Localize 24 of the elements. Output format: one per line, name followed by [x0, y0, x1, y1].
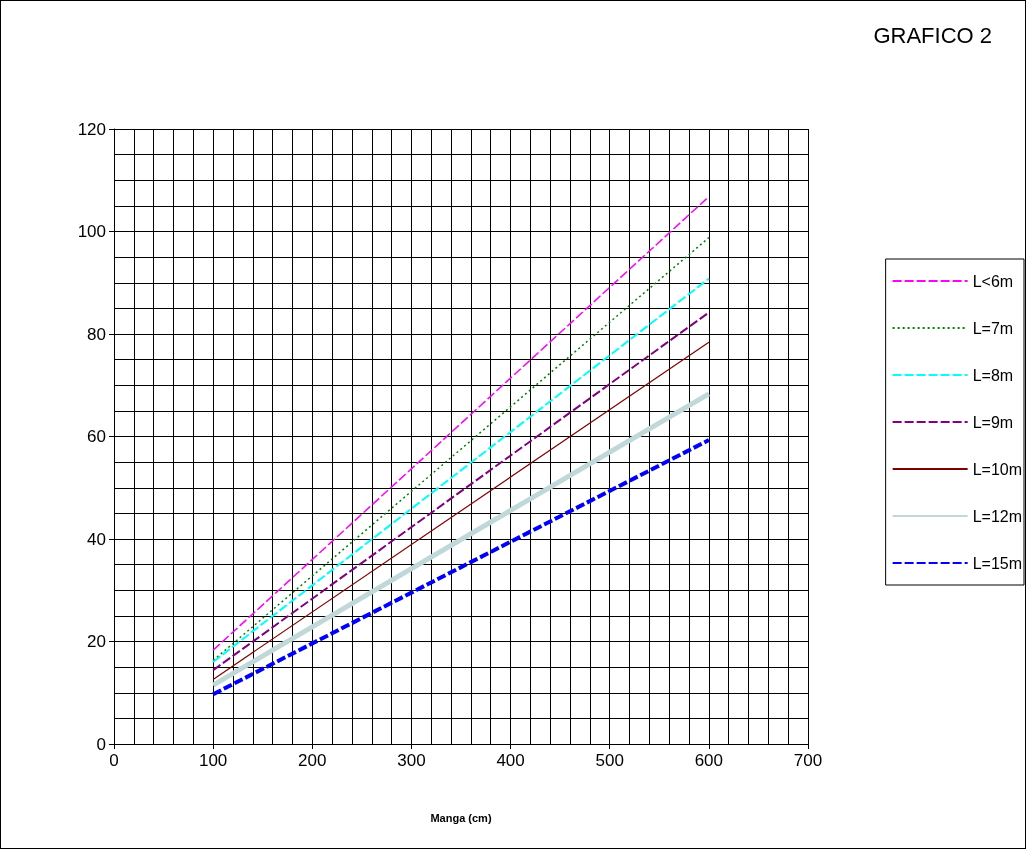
x-tick-label: 500 [595, 751, 624, 770]
x-tick-label: 0 [109, 751, 119, 770]
y-tick-label: 80 [87, 324, 106, 344]
legend-label: L=7m [972, 319, 1014, 337]
y-tick-label: 0 [96, 734, 106, 754]
text: GRAFICO 2 [873, 22, 993, 48]
legend-label: L=10m [972, 460, 1023, 478]
legend-label: L<6m [972, 272, 1014, 290]
x-tick-label: 300 [397, 751, 426, 770]
y-tick-label: 60 [87, 427, 106, 446]
x-tick-label: 600 [694, 751, 724, 770]
y-tick-label: 120 [77, 119, 106, 139]
y-tick-label: 100 [77, 222, 106, 241]
x-tick-label: 200 [298, 751, 327, 770]
y-tick-label: 20 [87, 632, 106, 651]
x-axis-title: Manga (cm) [430, 811, 492, 824]
legend-label: L=15m [972, 554, 1023, 572]
x-tick-label: 400 [496, 751, 525, 770]
y-tick-label: 40 [87, 529, 106, 549]
x-tick-label: 100 [198, 751, 228, 770]
legend-label: L=8m [972, 366, 1014, 384]
legend-label: L=12m [972, 507, 1023, 525]
legend-label: L=9m [972, 413, 1014, 431]
x-tick-label: 700 [793, 751, 823, 770]
